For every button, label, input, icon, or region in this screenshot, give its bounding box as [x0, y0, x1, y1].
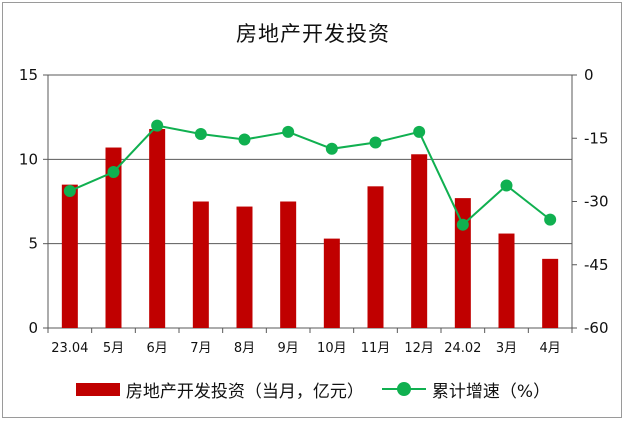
bar	[280, 201, 297, 328]
y-left-tick-label: 0	[28, 319, 38, 337]
x-tick-label: 10月	[317, 341, 347, 356]
bar	[323, 238, 340, 328]
y-right-tick-label: 0	[584, 66, 594, 84]
bar	[149, 128, 166, 328]
x-tick-label: 4月	[540, 341, 561, 356]
chart-title: 房地产开发投资	[236, 22, 390, 46]
x-tick-label: 5月	[103, 341, 124, 356]
bar	[192, 201, 209, 328]
y-right-tick-label: -60	[584, 319, 609, 337]
x-tick-label: 24.02	[444, 341, 481, 356]
bar	[367, 186, 384, 328]
line-point	[107, 165, 120, 178]
x-tick-label: 8月	[234, 341, 255, 356]
legend-swatch-bar	[75, 382, 120, 396]
legend-label-line: 累计增速（%）	[431, 381, 551, 402]
line-point	[282, 125, 295, 138]
line-point	[544, 213, 557, 226]
chart-frame	[2, 2, 622, 418]
line-point	[238, 133, 251, 146]
bar	[454, 198, 471, 328]
line-point	[413, 125, 426, 138]
x-tick-label: 11月	[361, 341, 391, 356]
bar	[498, 233, 515, 328]
y-right-tick-label: -30	[584, 193, 609, 211]
x-tick-label: 7月	[190, 341, 211, 356]
bar	[411, 154, 428, 328]
line-point	[369, 136, 382, 149]
series-line	[69, 124, 551, 227]
bar	[236, 206, 253, 328]
line-point	[456, 218, 469, 231]
y-left-tick-label: 15	[19, 66, 38, 84]
y-left-tick-label: 5	[28, 235, 38, 253]
bar	[61, 184, 78, 328]
line-point	[194, 128, 207, 141]
x-tick-label: 3月	[496, 341, 517, 356]
x-tick-label: 9月	[278, 341, 299, 356]
legend-item-line: 累计增速（%）	[381, 377, 551, 402]
y-right-tick-label: -45	[584, 256, 609, 274]
line-point	[63, 184, 76, 197]
legend-label-bar: 房地产开发投资（当月，亿元）	[125, 381, 364, 402]
legend: 房地产开发投资（当月，亿元） 累计增速（%）	[0, 377, 626, 402]
line-point	[325, 142, 338, 155]
x-tick-label: 12月	[404, 341, 434, 356]
line-point	[151, 119, 164, 132]
y-left-tick-label: 10	[19, 150, 38, 168]
line-point	[500, 179, 513, 192]
x-tick-label: 23.04	[51, 341, 88, 356]
bar	[105, 147, 122, 328]
legend-swatch-line	[381, 382, 426, 396]
legend-item-bar: 房地产开发投资（当月，亿元）	[75, 377, 364, 402]
bar	[542, 258, 559, 328]
x-tick-label: 6月	[147, 341, 168, 356]
y-right-tick-label: -15	[584, 129, 609, 147]
